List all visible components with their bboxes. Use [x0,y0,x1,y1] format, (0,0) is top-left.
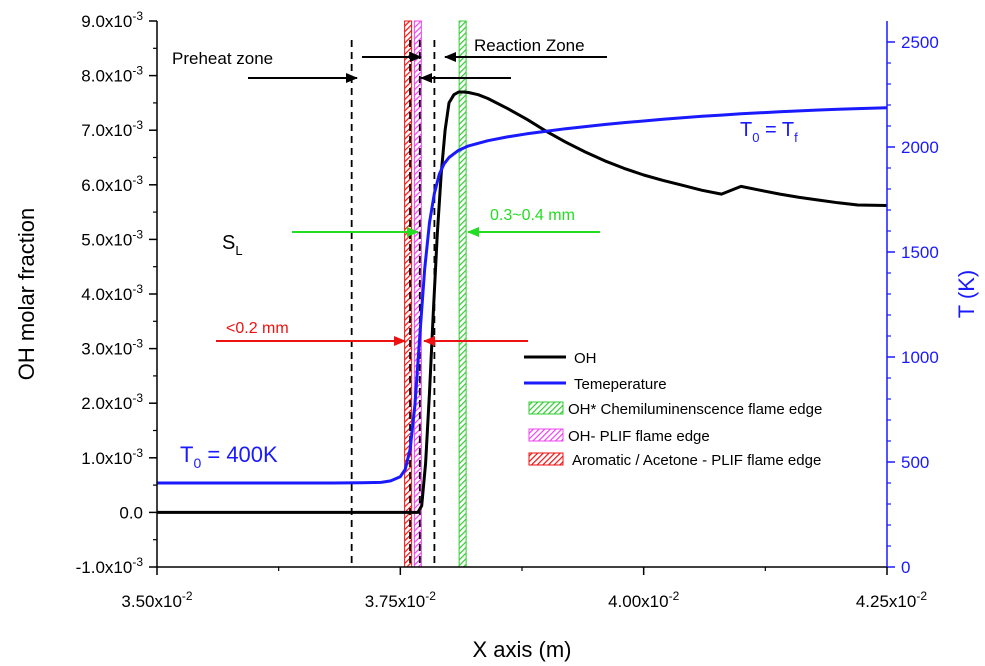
y-left-tick-label: -1.0x10-3 [76,555,144,577]
x-tick-label: 4.00x10-2 [608,589,679,611]
y-left-tick-label: 0.0 [119,503,143,522]
x-tick-label: 4.25x10-2 [856,589,927,611]
legend-label-oh-chemi: OH* Chemiluminenscence flame edge [568,401,822,418]
y-left-tick-label: 8.0x10-3 [81,64,143,86]
legend-label-temperature: Temeperature [574,376,667,393]
x-axis-title: X axis (m) [473,637,572,662]
y-right-tick-label: 1000 [901,348,939,367]
legend-swatch-oh-plif [528,428,564,442]
zone-boundaries [350,40,436,567]
y-right-tick-label: 1500 [901,243,939,262]
y-right-tick-label: 2000 [901,138,939,157]
y-left-tick-label: 2.0x10-3 [81,391,143,413]
legend-label-aromatic-plif: Aromatic / Acetone - PLIF flame edge [572,452,821,469]
legend-label-oh: OH [574,350,597,367]
reaction-annotation: Reaction Zone [362,36,607,62]
red-distance-annotation: <0.2 mm [216,320,528,346]
y-left-tick-label: 7.0x10-3 [81,118,143,140]
y-right-tick-label: 2500 [901,33,939,52]
y-right-tick-label: 500 [901,453,929,472]
y-left-tick-label: 1.0x10-3 [81,446,143,468]
preheat-annotation: Preheat zone [172,49,511,83]
reaction-label: Reaction Zone [474,36,585,55]
band-oh-chemiluminescence [458,20,467,568]
legend-swatch-aromatic-plif [528,452,564,466]
t0-400k-label: T0 = 400K [180,442,278,471]
y-right-tick-label: 0 [901,558,910,577]
green-distance-label: 0.3~0.4 mm [490,207,575,224]
x-tick-label: 3.50x10-2 [121,589,192,611]
tf-annotation: T0 = Tf [740,119,798,145]
green-distance-annotation: 0.3~0.4 mm [292,207,600,237]
y-left-tick-label: 3.0x10-3 [81,337,143,359]
t0-annotation: T0 = 400K [180,442,278,471]
red-distance-label: <0.2 mm [226,320,289,337]
y-left-tick-label: 9.0x10-3 [81,9,143,31]
preheat-label: Preheat zone [172,49,273,68]
y-left-tick-label: 4.0x10-3 [81,282,143,304]
sl-annotation: SL [222,232,243,258]
y-left-tick-label: 5.0x10-3 [81,227,143,249]
series-oh-line [157,90,888,514]
t0-equals-tf-label: T0 = Tf [740,119,798,145]
y-right-axis-title: T (K) [954,270,979,318]
series-temperature-line [157,106,888,485]
legend-swatch-oh-chemi [528,401,564,415]
y-left-tick-label: 6.0x10-3 [81,173,143,195]
legend: OH Temeperature OH* Chemiluminenscence f… [524,350,822,469]
y-left-axis-title: OH molar fraction [14,208,39,380]
legend-label-oh-plif: OH- PLIF flame edge [568,428,710,445]
series-layer [157,90,888,514]
ticks: -1.0x10-3 0.0 1.0x10-3 2.0x10-3 3.0x10-3 4.0x… [76,9,939,611]
sl-label: SL [222,232,243,258]
x-tick-label: 3.75x10-2 [365,589,436,611]
